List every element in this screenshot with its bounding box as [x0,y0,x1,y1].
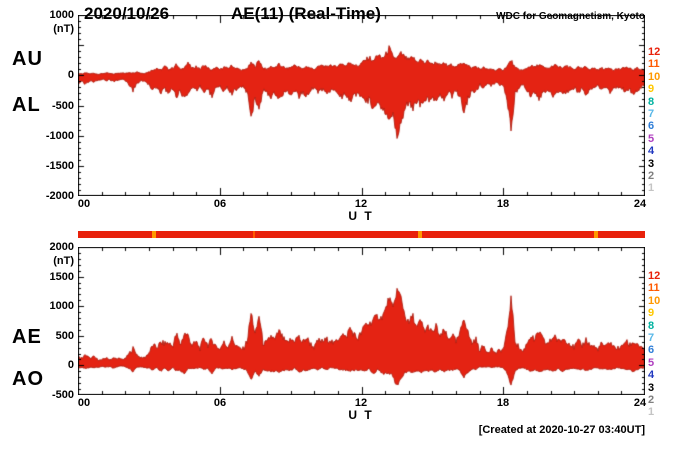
bot-xtick-00: 00 [77,397,91,409]
panel-label-au: AU [12,48,43,70]
panel-label-ae: AE [12,326,42,348]
bot-ytick-2000: 2000 [49,241,74,253]
station-count-label-5: 5 [648,356,655,369]
station-count-label-10: 10 [648,294,661,307]
station-count-label-11: 11 [648,282,660,295]
station-count-label-3: 3 [648,157,655,170]
bot-ytick-1500: 1500 [49,271,74,283]
station-count-label-4: 4 [648,145,655,158]
station-count-segment [152,231,156,238]
station-count-segment [155,231,253,238]
station-count-label-7: 7 [648,108,655,120]
station-count-label-3: 3 [648,381,655,394]
station-count-segment [255,231,419,238]
top-xtick-24: 24 [633,198,647,210]
station-count-segment [594,231,598,238]
top-ytick-1000: 1000 [49,9,74,21]
station-count-label-4: 4 [648,369,655,382]
top-xtick-00: 00 [77,198,91,210]
station-count-label-6: 6 [648,120,655,133]
station-count-label-7: 7 [648,332,655,344]
bot-xaxis-label: U T [348,408,374,422]
top-ytick--1000: -1000 [45,130,74,142]
station-count-label-12: 12 [648,46,661,58]
bot-ytick-1000: 1000 [49,300,74,312]
station-count-label-1: 1 [648,182,655,195]
station-count-label-9: 9 [648,307,655,320]
station-count-segment [597,231,645,238]
top-ytick--1500: -1500 [45,160,74,172]
top-ytick--500: -500 [51,100,74,112]
station-count-label-6: 6 [648,344,655,357]
top-ytick-0: 0 [67,69,74,81]
station-count-segment [421,231,595,238]
bot-ytick-0: 0 [67,359,74,371]
bot-ytick-500: 500 [55,330,74,342]
top-xtick-06: 06 [213,198,227,210]
bot-y-unit: (nT) [53,255,74,267]
station-count-bar [78,231,645,238]
created-at-label: [Created at 2020-10-27 03:40UT] [478,424,645,436]
bot-xtick-24: 24 [633,397,647,409]
station-count-label-12: 12 [648,270,661,282]
ae-ao-chart [78,247,645,395]
station-count-segment [78,231,153,238]
top-y-unit: (nT) [53,23,74,35]
station-count-label-5: 5 [648,132,655,145]
top-xaxis-label: U T [348,209,374,223]
station-count-segment [418,231,422,238]
station-count-legend-top: 12 11 10 9 8 7 6 5 4 3 2 1 [648,0,674,450]
station-count-label-1: 1 [648,406,655,419]
station-count-segment [252,231,256,238]
panel-label-ao: AO [12,368,44,390]
station-count-label-2: 2 [648,394,655,406]
station-count-label-2: 2 [648,170,655,182]
au-al-chart [78,15,645,196]
top-ytick--2000: -2000 [45,190,74,202]
station-count-label-11: 11 [648,58,660,71]
station-count-label-10: 10 [648,70,661,83]
station-count-label-8: 8 [648,319,655,332]
station-count-legend-bottom: 12 11 10 9 8 7 6 5 4 3 2 1 [648,0,674,450]
top-xtick-18: 18 [496,198,510,210]
panel-label-al: AL [12,94,41,116]
station-count-label-8: 8 [648,95,655,108]
bot-ytick--500: -500 [51,389,74,401]
bot-xtick-12: 12 [354,397,368,409]
bot-xtick-18: 18 [496,397,510,409]
bot-xtick-06: 06 [213,397,227,409]
station-count-label-9: 9 [648,83,655,96]
top-xtick-12: 12 [354,198,368,210]
